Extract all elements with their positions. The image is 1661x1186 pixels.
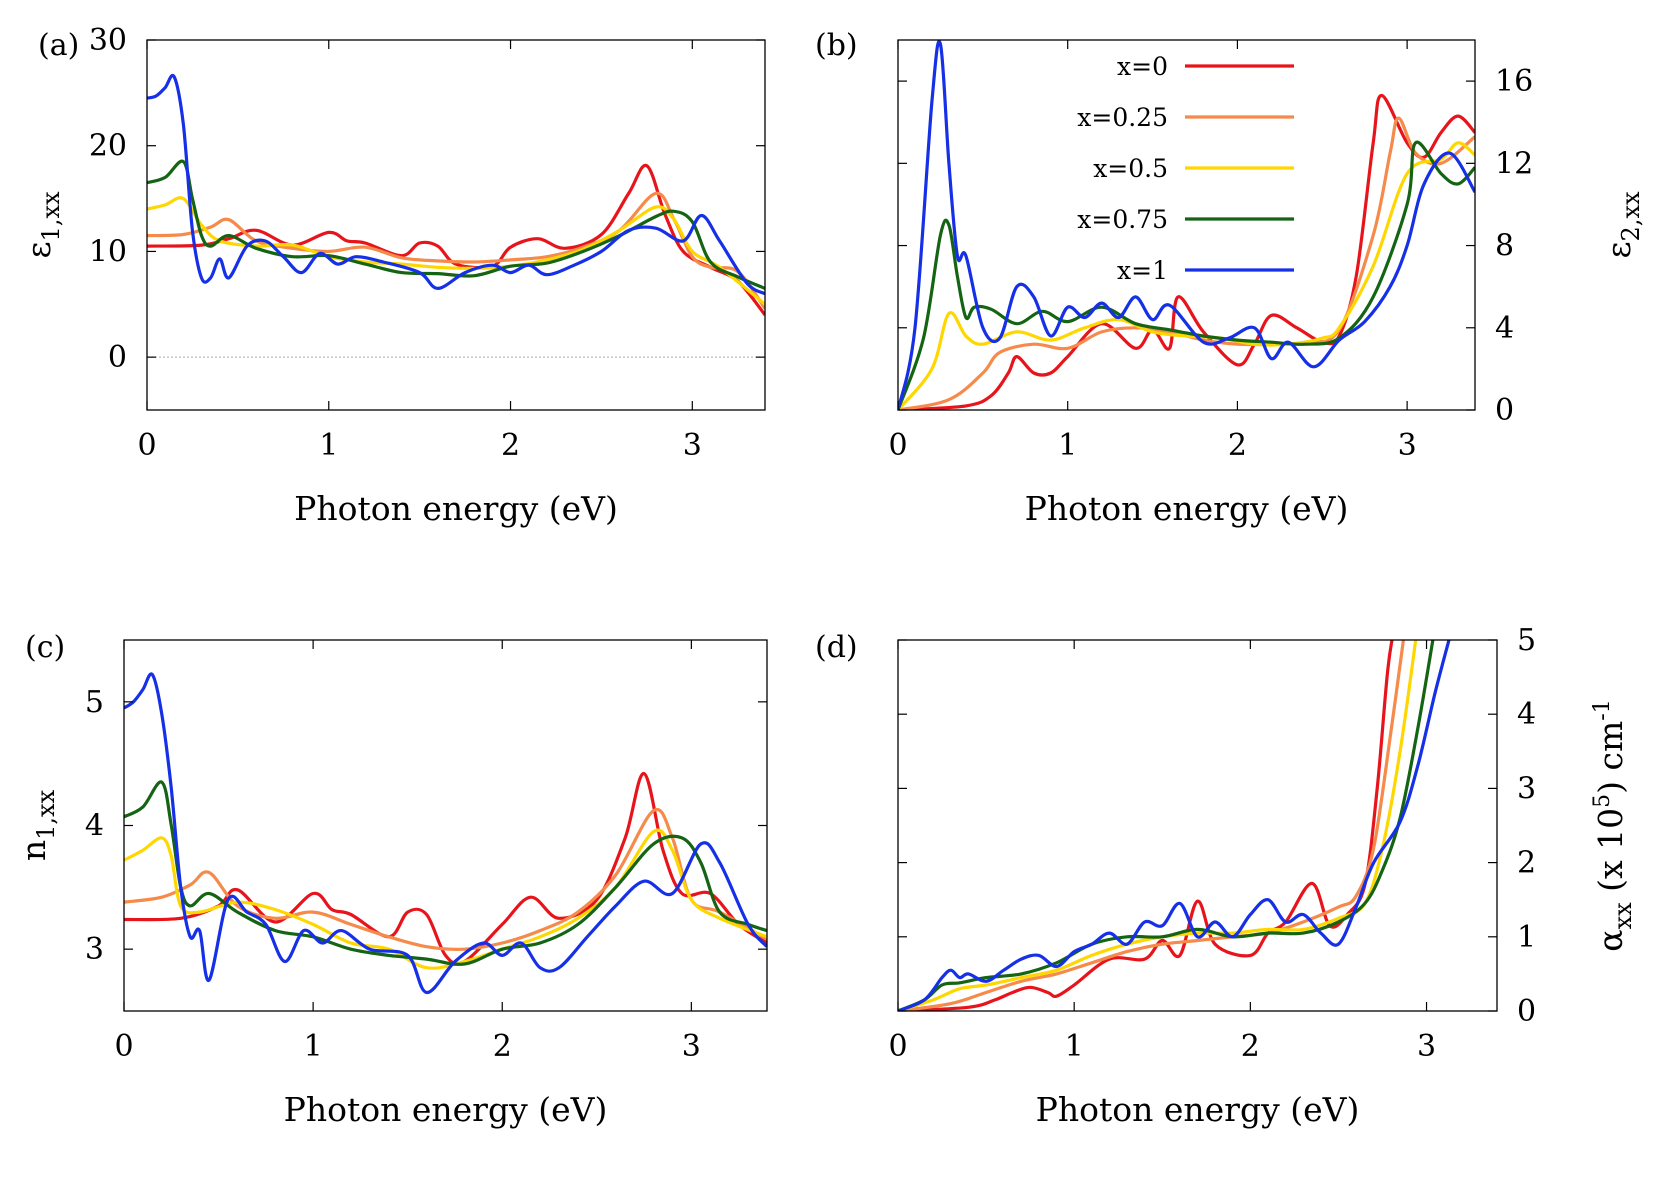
x-tick-label: 2 [1241,1029,1260,1064]
series-line-x=0.5 [898,640,1418,1011]
x-tick-label: 0 [114,1029,133,1064]
x-axis-title: Photon energy (eV) [284,1090,608,1129]
x-tick-label: 3 [1398,428,1417,463]
panel-label: (b) [815,28,858,63]
y-tick-label: 4 [1495,311,1514,346]
y-axis-unit-2: ) cm [1591,721,1630,794]
x-axis-title: Photon energy (eV) [1025,489,1349,528]
x-tick-label: 0 [888,1029,907,1064]
legend: x=0 x=0.25 x=0.5 x=0.75 x=1 [1077,52,1294,285]
series-line-x=0 [898,640,1394,1011]
legend-label: x=0.75 [1077,205,1168,234]
panel-label: (c) [25,630,65,665]
x-tick-label: 1 [1065,1029,1084,1064]
x-tick-label: 0 [137,428,156,463]
y-tick-label: 4 [85,809,104,844]
x-tick-label: 1 [1058,428,1077,463]
series-line-x=0.5 [147,196,765,306]
y-axis-subscript: 1,xx [37,191,65,241]
series-line-x=0.25 [898,116,1475,410]
y-axis-symbol: α [1591,929,1630,951]
x-tick-label: 3 [683,428,702,463]
x-tick-label: 2 [493,1029,512,1064]
series-group [898,640,1451,1011]
series-line-x=0.5 [898,141,1475,410]
y-tick-label: 20 [89,129,127,164]
legend-label: x=0 [1117,52,1168,81]
plot-frame [146,39,766,411]
y-tick-label: 4 [1517,697,1536,732]
y-tick-label: 8 [1495,229,1514,264]
panel-label: (d) [815,630,858,665]
series-line-x=1 [898,640,1451,1011]
y-axis-title: n1,xx [14,789,60,861]
x-tick-label: 3 [1417,1029,1436,1064]
x-axis-title: Photon energy (eV) [294,489,618,528]
y-tick-label: 30 [89,23,127,58]
x-tick-label: 3 [682,1029,701,1064]
series-line-x=1 [898,40,1475,410]
x-tick-label: 1 [304,1029,323,1064]
x-tick-label: 0 [888,428,907,463]
y-axis-symbol: ε [19,241,58,258]
y-axis-superscript-2: -1 [1590,699,1615,720]
series-line-x=0.75 [898,140,1475,410]
legend-label: x=0.5 [1093,154,1168,183]
series-line-x=1 [147,73,765,296]
panel-label: (a) [38,28,79,63]
plot-frame [897,639,1498,1012]
x-tick-label: 1 [319,428,338,463]
y-tick-label: 5 [85,685,104,720]
y-axis-subscript: 2,xx [1617,191,1645,241]
y-axis-title: ε1,xx [19,191,65,259]
y-tick-label: 1 [1517,920,1536,955]
x-tick-label: 2 [501,428,520,463]
series-line-x=0.25 [898,640,1406,1011]
y-axis-symbol: n [14,840,53,861]
y-tick-label: 3 [1517,771,1536,806]
y-tick-label: 3 [85,932,104,967]
y-tick-label: 2 [1517,846,1536,881]
y-axis-subscript: 1,xx [32,789,60,839]
series-group [124,672,767,995]
y-axis-unit: (x 10 [1591,808,1630,902]
x-axis-title: Photon energy (eV) [1036,1090,1360,1129]
y-axis-title: αxx (x 105) cm-1 [1590,699,1637,951]
y-tick-label: 0 [108,340,127,375]
series-line-x=0.75 [898,640,1435,1011]
series-group [147,73,765,316]
y-tick-label: 0 [1495,393,1514,428]
y-axis-title: ε2,xx [1599,191,1645,259]
x-tick-label: 2 [1228,428,1247,463]
panel-c: 0 1 2 3 3 4 5 Photon energy (eV) n1,xx (c) [14,630,768,1129]
y-tick-label: 16 [1495,64,1533,99]
y-tick-label: 5 [1517,623,1536,658]
y-tick-label: 10 [89,234,127,269]
series-line-x=1 [124,672,767,995]
y-tick-label: 0 [1517,994,1536,1029]
y-axis-superscript: 5 [1590,794,1615,808]
legend-label: x=1 [1117,256,1168,285]
series-line-x=0.25 [147,191,765,310]
plot-frame [897,39,1476,411]
y-tick-label: 12 [1495,146,1533,181]
series-group [898,40,1475,410]
series-line-x=0 [898,93,1475,410]
legend-label: x=0.25 [1077,103,1168,132]
y-axis-subscript: xx [1609,902,1637,930]
y-axis-symbol: ε [1599,241,1638,258]
